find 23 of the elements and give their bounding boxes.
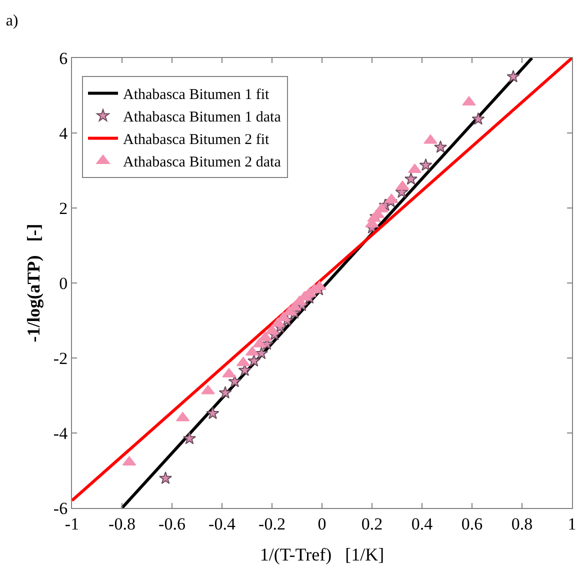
x-tick-label: -0.6 (158, 514, 186, 534)
y-tick-label: 0 (59, 274, 68, 293)
x-tick-label: 0.8 (511, 514, 533, 534)
x-tick-label: 0 (318, 514, 326, 534)
legend-label: Athabasca Bitumen 2 fit (123, 132, 270, 148)
x-tick-label: -0.2 (258, 514, 286, 534)
x-tick-label: 0.4 (411, 514, 434, 534)
x-tick-label: 0.6 (461, 514, 483, 534)
legend-label: Athabasca Bitumen 2 data (123, 154, 282, 171)
chart-title: a) (6, 12, 18, 30)
x-axis-title: 1/(T-Tref) [1/K] (260, 544, 384, 564)
y-tick-label: 4 (59, 124, 68, 143)
y-tick-label: -2 (53, 348, 68, 368)
legend-label: Athabasca Bitumen 1 fit (123, 87, 270, 104)
y-tick-label: -4 (53, 424, 68, 443)
y-axis-title: -1/log(aTP) [-] (24, 224, 44, 342)
x-tick-label: 1 (568, 514, 576, 534)
legend-label: Athabasca Bitumen 1 data (123, 110, 282, 126)
x-tick-label: -0.8 (108, 514, 136, 534)
x-tick-label: 0.2 (361, 514, 383, 534)
x-tick-label: -0.4 (208, 514, 236, 534)
y-tick-label: 6 (59, 48, 68, 68)
y-tick-label: 2 (59, 198, 68, 218)
